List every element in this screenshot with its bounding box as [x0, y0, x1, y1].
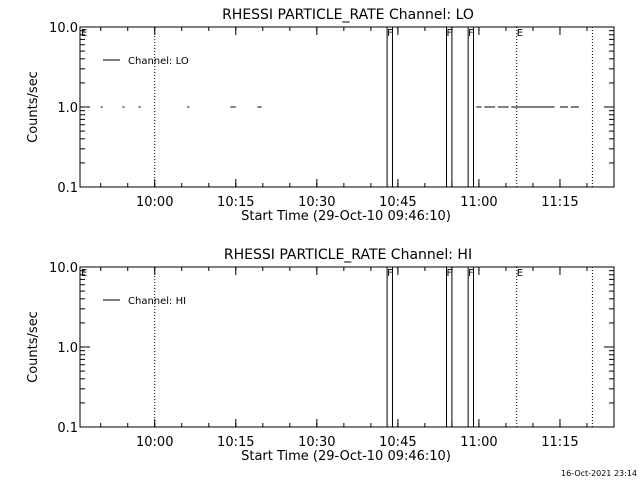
- legend-entry: Channel: HI: [128, 296, 186, 307]
- chart-title: RHESSI PARTICLE_RATE Channel: HI: [224, 247, 472, 263]
- x-tick-label: 11:00: [460, 435, 497, 450]
- flag-label: F: [447, 268, 453, 279]
- flag-label: F: [468, 268, 474, 279]
- y-tick-label: 10.0: [49, 21, 78, 36]
- y-tick-label: 10.0: [49, 261, 78, 276]
- flag-label: F: [468, 28, 474, 39]
- chart-panel-hi: RHESSI PARTICLE_RATE Channel: HI 0.1 1.0 10…: [26, 247, 615, 464]
- flag-label: E: [81, 268, 87, 279]
- y-tick-label: 1.0: [57, 341, 78, 356]
- x-tick-label: 10:45: [379, 435, 416, 450]
- flag-label: E: [517, 268, 523, 279]
- flag-label: F: [387, 268, 393, 279]
- x-tick-label: 10:30: [298, 435, 335, 450]
- flag-label: F: [387, 28, 393, 39]
- y-axis-label: Counts/sec: [26, 311, 41, 383]
- flag-label: F: [447, 28, 453, 39]
- y-tick-label: 0.1: [57, 181, 78, 196]
- x-tick-label: 10:15: [217, 195, 254, 210]
- plot-frame: [79, 266, 615, 428]
- chart-title: RHESSI PARTICLE_RATE Channel: LO: [222, 7, 474, 23]
- y-tick-label: 0.1: [57, 421, 78, 436]
- x-tick-label: 10:00: [136, 195, 173, 210]
- footer-timestamp: 16-Oct-2021 23:14: [561, 469, 637, 478]
- y-tick-label: 1.0: [57, 101, 78, 116]
- x-tick-label: 10:00: [136, 435, 173, 450]
- x-tick-label: 11:00: [460, 195, 497, 210]
- y-axis-label: Counts/sec: [26, 71, 41, 143]
- x-tick-label: 10:30: [298, 195, 335, 210]
- chart-panel-lo: RHESSI PARTICLE_RATE Channel: LO 0.1 1.0 10…: [26, 7, 615, 224]
- x-tick-label: 10:45: [379, 195, 416, 210]
- legend-entry: Channel: LO: [128, 56, 189, 67]
- x-tick-label: 11:15: [541, 435, 578, 450]
- x-tick-label: 10:15: [217, 435, 254, 450]
- flag-label: E: [517, 28, 523, 39]
- x-tick-label: 11:15: [541, 195, 578, 210]
- flag-label: E: [81, 28, 87, 39]
- x-axis-label: Start Time (29-Oct-10 09:46:10): [241, 449, 451, 464]
- x-axis-label: Start Time (29-Oct-10 09:46:10): [241, 209, 451, 224]
